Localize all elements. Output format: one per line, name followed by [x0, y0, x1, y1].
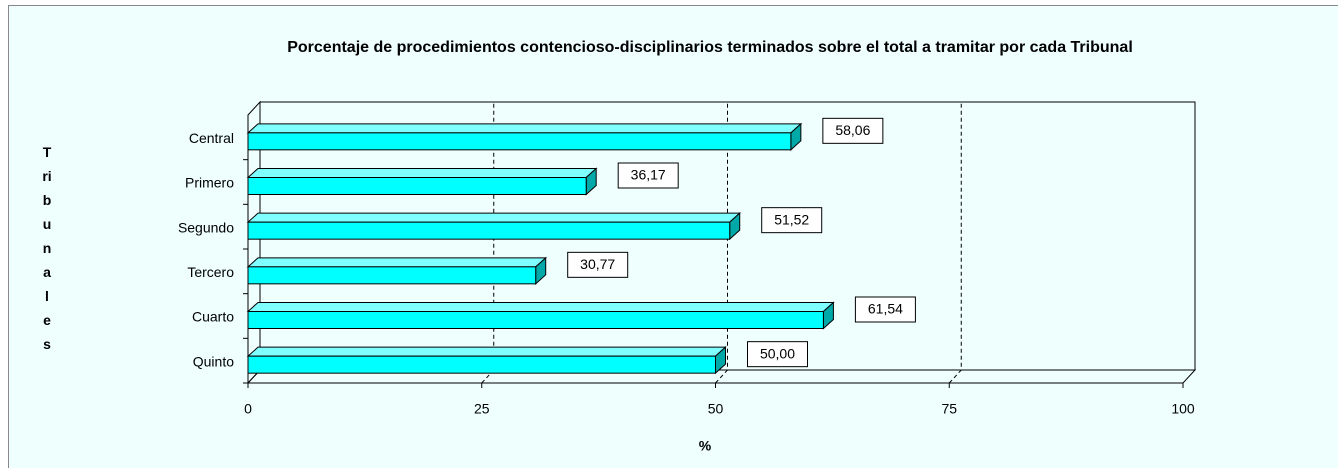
- x-axis-label: %: [699, 438, 712, 454]
- value-label-box: [747, 341, 808, 368]
- bar-top: [246, 123, 803, 134]
- y-tick-label: Cuarto: [192, 309, 234, 325]
- bar-top: [246, 257, 548, 268]
- value-label: 51,52: [774, 211, 809, 227]
- y-tick-label: Quinto: [193, 353, 234, 369]
- bar: [247, 132, 792, 151]
- y-tick-label: Segundo: [178, 219, 234, 235]
- bar-top: [246, 346, 727, 357]
- bar-top: [246, 302, 835, 312]
- y-tick-label: Central: [189, 130, 234, 146]
- value-label-box: [854, 296, 916, 323]
- chart-title: Porcentaje de procedimientos contencioso…: [287, 39, 1133, 56]
- bar: [247, 355, 716, 374]
- grid-line: [948, 102, 962, 384]
- value-label-box: [761, 207, 823, 234]
- y-axis-label: Tribunales: [42, 144, 52, 352]
- value-label-box: [567, 251, 629, 278]
- bar: [247, 221, 731, 240]
- value-label: 58,06: [835, 122, 870, 138]
- value-label: 61,54: [868, 301, 903, 317]
- value-label-box: [822, 117, 884, 144]
- bar: [247, 311, 824, 329]
- bar-top: [246, 168, 598, 178]
- x-tick-label: 75: [941, 401, 957, 417]
- x-tick-label: 100: [1171, 401, 1195, 417]
- y-tick-label: Primero: [185, 175, 234, 191]
- value-label: 30,77: [580, 256, 615, 272]
- value-label-box: [617, 162, 679, 189]
- value-label: 36,17: [631, 167, 666, 183]
- y-tick-label: Tercero: [187, 264, 234, 280]
- value-label: 50,00: [760, 345, 795, 361]
- grid-line: [715, 102, 728, 384]
- floor: [246, 369, 1197, 384]
- x-tick-label: 50: [708, 401, 724, 417]
- bar-top: [246, 212, 742, 223]
- x-tick-label: 25: [474, 401, 490, 417]
- bar: [247, 177, 587, 195]
- x-tick-label: 0: [244, 401, 252, 417]
- bar: [247, 266, 537, 285]
